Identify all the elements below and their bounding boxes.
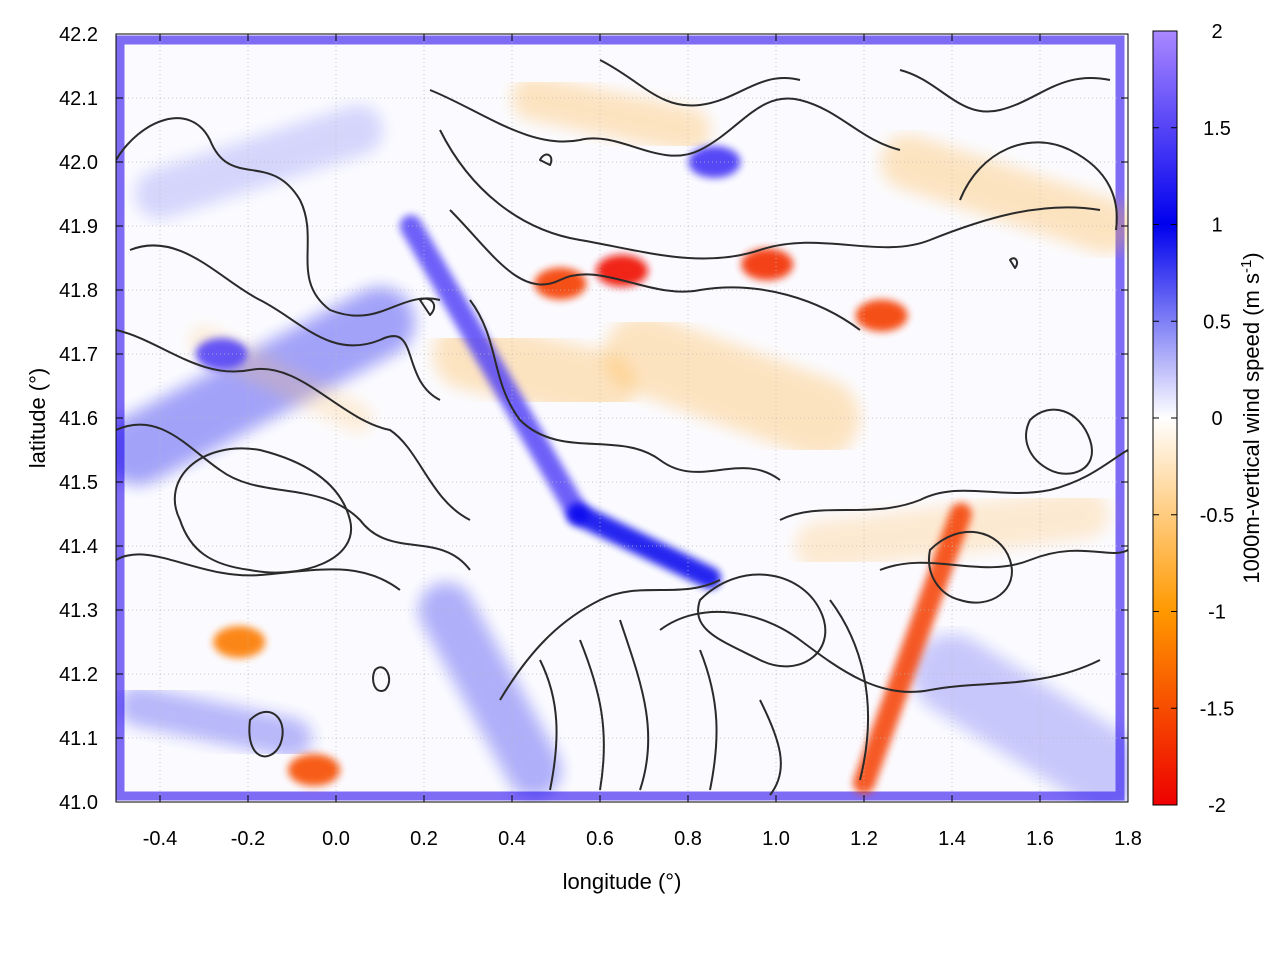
- x-tick-label: -0.4: [143, 828, 177, 850]
- x-tick-label: 1.6: [1026, 828, 1054, 850]
- y-axis: 41.0 41.1 41.2 41.3 41.4 41.5 41.6 41.7 41.8 41.9…: [59, 24, 1128, 814]
- terrain-contour-line: [619, 619, 650, 791]
- updraft-spot: [688, 146, 741, 178]
- wind-field-tone: [511, 75, 711, 153]
- y-tick-label: 41.5: [59, 472, 98, 494]
- terrain-contour-line: [116, 553, 401, 591]
- terrain-contour-line: [469, 299, 781, 481]
- downdraft-spot: [855, 299, 908, 332]
- y-tick-label: 41.8: [59, 280, 98, 302]
- colorbar-label: 1000m-vertical wind speed (m s-1): [1238, 252, 1264, 583]
- colorbar-tick-label: 0.5: [1203, 311, 1231, 333]
- x-tick-label: 0.8: [674, 828, 702, 850]
- y-tick-label: 41.1: [59, 728, 98, 750]
- colorbar-tick-label: 0: [1211, 408, 1222, 430]
- terrain-contour-line: [248, 710, 284, 758]
- x-tick-label: 0.4: [498, 828, 526, 850]
- wind-field-tone: [418, 582, 562, 798]
- y-tick-label: 41.7: [59, 344, 98, 366]
- x-tick-label: 0.6: [586, 828, 614, 850]
- x-axis: -0.4 -0.2 0.0 0.2 0.4 0.6 0.8 1.0 1.2 1.4 1.6 1.8: [143, 34, 1142, 850]
- terrain-contour-line: [1025, 408, 1093, 475]
- terrain-contour-line: [779, 449, 1128, 521]
- terrain-contour-line: [449, 209, 861, 331]
- terrain-contour-line: [579, 639, 605, 791]
- terrain-contour-line: [116, 423, 471, 571]
- terrain-contour-line: [539, 153, 553, 166]
- terrain-contour-line: [1009, 257, 1019, 269]
- terrain-contour-line: [879, 549, 1128, 571]
- wind-field-tone: [880, 134, 1128, 254]
- terrain-contour-line: [599, 59, 801, 107]
- x-tick-label: 1.4: [938, 828, 966, 850]
- downdraft-spot: [596, 254, 648, 287]
- terrain-contour-line: [899, 69, 1111, 113]
- terrain-contour-line: [116, 329, 471, 521]
- terrain-contour-line: [372, 666, 391, 692]
- y-tick-label: 41.6: [59, 408, 98, 430]
- y-tick-label: 41.9: [59, 216, 98, 238]
- terrain-contour-line: [419, 297, 436, 316]
- colorbar-tick-label: -0.5: [1200, 505, 1234, 527]
- y-tick-label: 41.0: [59, 792, 98, 814]
- terrain-contour-line: [829, 599, 870, 781]
- terrain-contour-line: [697, 573, 827, 668]
- terrain-contour-line: [759, 699, 782, 796]
- terrain-contour-line: [116, 117, 441, 317]
- wind-field-tone: [118, 686, 312, 758]
- x-tick-label: 1.8: [1114, 828, 1142, 850]
- y-tick-label: 41.4: [59, 536, 98, 558]
- x-tick-label: 0.2: [410, 828, 438, 850]
- x-tick-label: -0.2: [231, 828, 265, 850]
- y-tick-label: 41.3: [59, 600, 98, 622]
- colorbar-frame: [1152, 30, 1178, 806]
- colorbar-tick-label: 2: [1211, 21, 1222, 43]
- terrain-contour-line: [659, 610, 1101, 693]
- colorbar: 2 1.5 1 0.5 0 -0.5 -1 -1.5 -2 1000m-vertical win…: [1152, 21, 1264, 817]
- terrain-contours: [116, 59, 1128, 796]
- y-tick-label: 41.2: [59, 664, 98, 686]
- downdraft-spot: [288, 754, 340, 786]
- plot-area: [115, 33, 1129, 803]
- colorbar-tick-label: -2: [1208, 795, 1226, 817]
- terrain-contour-line: [173, 447, 353, 574]
- colorbar-tick-label: 1: [1211, 215, 1222, 237]
- downdraft-spot: [213, 626, 266, 658]
- terrain-contour-line: [928, 531, 1013, 604]
- wind-field-tone: [604, 314, 860, 458]
- y-tick-label: 42.0: [59, 152, 98, 174]
- x-tick-label: 1.0: [762, 828, 790, 850]
- colorbar-tick-label: -1.5: [1200, 698, 1234, 720]
- y-axis-label: latitude (°): [25, 368, 50, 469]
- colorbar-tick-label: 1.5: [1203, 118, 1231, 140]
- y-tick-label: 42.1: [59, 88, 98, 110]
- terrain-contour-line: [539, 659, 558, 791]
- colorbar-ticks: 2 1.5 1 0.5 0 -0.5 -1 -1.5 -2: [1153, 21, 1234, 817]
- x-axis-label: longitude (°): [563, 869, 682, 894]
- x-tick-label: 0.0: [322, 828, 350, 850]
- terrain-contour-line: [959, 141, 1118, 231]
- updraft-spot: [195, 338, 248, 370]
- downdraft-spot: [741, 248, 794, 281]
- terrain-contour-line: [439, 129, 1101, 260]
- wind-field-tone: [135, 105, 383, 219]
- terrain-contour-line: [699, 649, 718, 791]
- y-tick-label: 42.2: [59, 24, 98, 46]
- terrain-contour-line: [499, 579, 721, 701]
- terrain-contour-line: [429, 89, 901, 157]
- updraft-band: [399, 215, 589, 525]
- x-tick-label: 1.2: [850, 828, 878, 850]
- wind-field-tone: [912, 634, 1128, 802]
- colorbar-tick-label: -1: [1208, 602, 1226, 624]
- terrain-contour-line: [129, 244, 441, 401]
